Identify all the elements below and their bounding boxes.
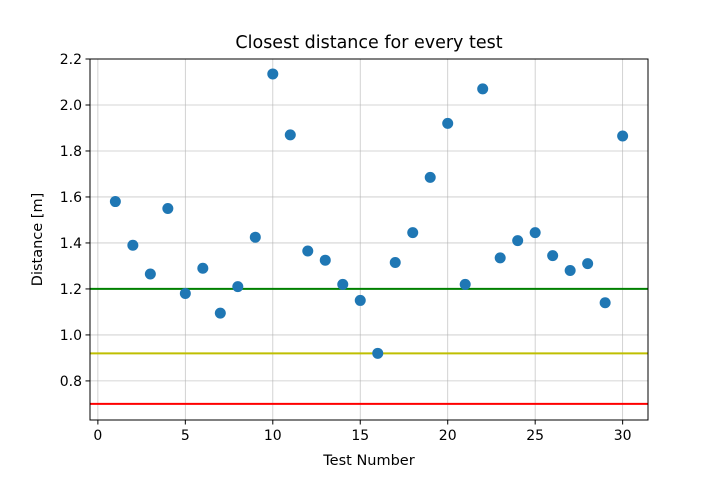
y-axis-label: Distance [m]	[30, 193, 46, 286]
x-tick-label: 5	[181, 428, 190, 444]
data-point	[564, 265, 576, 277]
data-point	[529, 227, 541, 239]
data-points	[109, 68, 629, 359]
axes-frame	[89, 58, 649, 421]
data-point	[109, 196, 121, 208]
data-point	[547, 250, 559, 262]
data-point	[267, 68, 279, 80]
data-point	[424, 171, 436, 183]
data-point	[162, 202, 174, 214]
x-tick-label: 0	[93, 428, 102, 444]
data-point	[302, 245, 314, 257]
x-tick-label: 30	[614, 428, 632, 444]
y-tick-label: 2.2	[60, 52, 82, 68]
data-point	[284, 129, 296, 141]
y-tick-label: 1.2	[60, 282, 82, 298]
y-tick-label: 2.0	[60, 98, 82, 114]
data-point	[179, 288, 191, 300]
data-point	[354, 294, 366, 306]
x-tick-label: 20	[439, 428, 457, 444]
y-tick-label: 1.6	[60, 190, 82, 206]
data-point	[599, 297, 611, 309]
chart-title: Closest distance for every test	[235, 33, 502, 53]
y-tick-label: 1.0	[60, 328, 82, 344]
data-point	[214, 307, 226, 319]
x-tick-label: 25	[526, 428, 544, 444]
data-point	[582, 258, 594, 270]
data-point	[407, 227, 419, 239]
data-point	[337, 278, 349, 290]
data-point	[127, 239, 139, 251]
data-point	[442, 117, 454, 129]
ticks: 0 5 10 15 20 25 30 0.8 1.0 1.2 1.4 1.6 1.8 2.0 2.2	[60, 52, 632, 444]
data-point	[319, 254, 331, 266]
data-point	[249, 231, 261, 243]
y-tick-label: 1.4	[60, 236, 82, 252]
data-point	[477, 83, 489, 95]
data-point	[372, 347, 384, 359]
data-point	[494, 252, 506, 264]
x-axis-label: Test Number	[322, 453, 414, 469]
data-point	[144, 268, 156, 280]
data-point	[232, 281, 244, 293]
x-tick-label: 15	[351, 428, 369, 444]
data-point	[617, 130, 629, 142]
data-point	[197, 262, 209, 274]
y-tick-label: 1.8	[60, 144, 82, 160]
y-tick-label: 0.8	[60, 374, 82, 390]
data-point	[459, 278, 471, 290]
data-point	[512, 235, 524, 247]
data-point	[389, 256, 401, 268]
x-tick-label: 10	[264, 428, 282, 444]
